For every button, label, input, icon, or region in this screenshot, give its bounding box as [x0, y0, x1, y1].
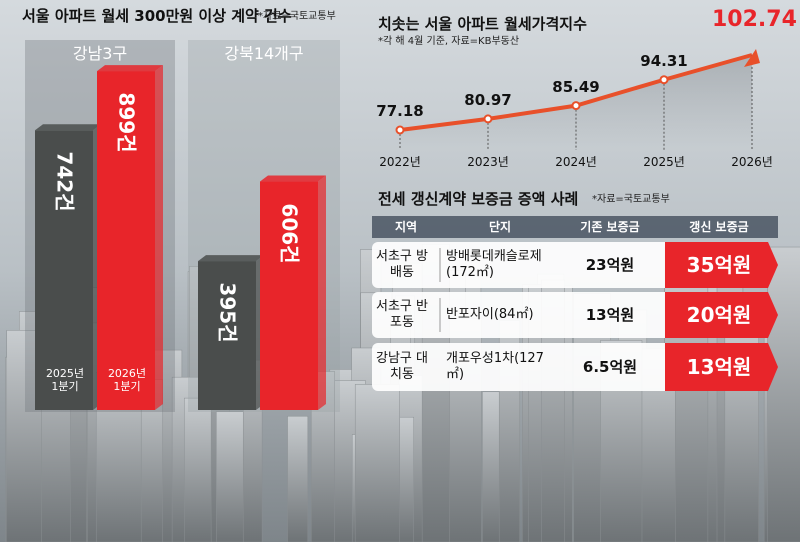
- point: [395, 125, 405, 135]
- table-cell: 6.5억원: [582, 358, 638, 376]
- bar: [260, 181, 318, 410]
- x-tick-label: 2025년: [643, 155, 685, 169]
- chart-subtitle: *각 해 4월 기준, 자료=KB부동산: [378, 36, 520, 47]
- table-row-bg: [372, 292, 672, 338]
- bar-side: [155, 65, 163, 411]
- table-cell: 강남구 대치동: [376, 351, 428, 382]
- table-cell: 35억원: [686, 253, 752, 277]
- highlight-bg: [665, 242, 778, 288]
- chart-title: 서울 아파트 월세 300만원 이상 계약 건수: [22, 7, 292, 25]
- x-tick-label: 2022년: [379, 155, 421, 169]
- table-title: 전세 갱신계약 보증금 증액 사례: [378, 190, 579, 208]
- table-header: 단지: [488, 219, 512, 234]
- table-header: 지역: [394, 219, 418, 234]
- point: [659, 75, 669, 85]
- table-note: *자료=국토교통부: [592, 194, 670, 205]
- x-tick-label: 2026년: [731, 155, 773, 169]
- table-header: 갱신 보증금: [689, 219, 749, 234]
- bar: [97, 71, 155, 411]
- table-cell: 20억원: [686, 303, 752, 327]
- legend-label: 2025년 1분기: [45, 367, 85, 393]
- value-label: 80.97: [464, 90, 512, 109]
- value-label: 606건: [277, 202, 302, 264]
- value-label: 77.18: [376, 102, 424, 120]
- value-label: 102.74: [712, 7, 797, 32]
- value-label: 899건: [114, 92, 139, 153]
- group-label: 강북14개구: [224, 44, 304, 63]
- chart-title: 치솟는 서울 아파트 월세가격지수: [378, 15, 587, 33]
- table-cell: 서초구 방배동: [376, 249, 428, 280]
- x-tick-label: 2023년: [467, 155, 509, 169]
- point: [483, 114, 493, 124]
- table-header: 기존 보증금: [580, 219, 640, 234]
- bar-top: [97, 65, 163, 72]
- table-cell: 방배롯데캐슬로제 (172㎡): [446, 249, 542, 280]
- group-label: 강남3구: [72, 44, 128, 63]
- bar-top: [260, 175, 326, 182]
- bar-side: [318, 175, 326, 410]
- table-row-bg: [372, 242, 672, 288]
- value-label: 395건: [215, 282, 240, 343]
- table-cell: 개포우성1차(127㎡): [446, 351, 544, 382]
- legend-label: 2026년 1분기: [107, 367, 147, 393]
- table-cell: 반포자이(84㎡): [446, 307, 534, 323]
- value-label: 94.31: [640, 51, 688, 70]
- point: [571, 101, 581, 111]
- highlight-bg: [665, 343, 778, 391]
- table-row-bg: [372, 343, 672, 391]
- bar-top: [35, 124, 101, 131]
- x-tick-label: 2024년: [555, 155, 597, 169]
- table-cell: 23억원: [585, 256, 635, 274]
- value-label: 742건: [52, 151, 77, 212]
- value-label: 85.49: [552, 77, 600, 96]
- table-cell: 13억원: [686, 355, 752, 379]
- table-header-bg: [372, 216, 778, 238]
- chart-note: *자료=국토교통부: [258, 11, 336, 22]
- table-cell: 13억원: [585, 306, 635, 324]
- highlight-bg: [665, 292, 778, 338]
- arrow-head: [744, 49, 760, 67]
- bar: [198, 261, 256, 410]
- bar: [35, 130, 93, 411]
- bar-top: [198, 255, 264, 262]
- table-cell: 서초구 반포동: [376, 299, 428, 330]
